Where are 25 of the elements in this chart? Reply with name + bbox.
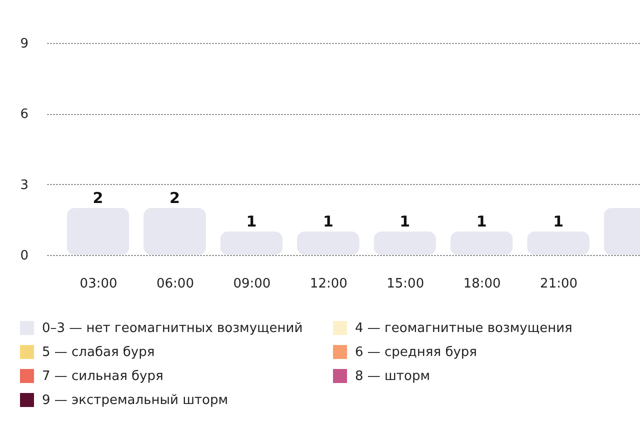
y-tick-label: 0: [20, 248, 28, 264]
x-tick-label: 15:00: [386, 276, 424, 292]
legend-label: 8 — шторм: [355, 369, 430, 384]
legend-label: 9 — экстремальный шторм: [42, 393, 228, 408]
x-tick-label: 03:00: [80, 276, 118, 292]
legend-label: 7 — сильная буря: [42, 369, 164, 384]
legend-label: 6 — средняя буря: [355, 345, 477, 360]
data-label: 1: [246, 212, 257, 230]
legend-label: 5 — слабая буря: [42, 345, 155, 360]
y-tick-label: 9: [20, 36, 28, 52]
data-label: 1: [476, 212, 487, 230]
x-tick-label: 06:00: [156, 276, 194, 292]
x-tick-label: 18:00: [463, 276, 501, 292]
data-label: 1: [400, 212, 410, 230]
data-label: 2: [170, 188, 180, 207]
data-label: 2: [92, 188, 104, 207]
x-tick-label: 09:00: [233, 276, 271, 292]
y-tick-label: 3: [20, 178, 28, 193]
x-tick-label: 21:00: [540, 276, 578, 292]
data-label: 1: [553, 212, 564, 230]
legend-label: 4 — геомагнитные возмущения: [355, 321, 572, 336]
data-label: 1: [322, 212, 334, 230]
x-tick-label: 12:00: [310, 276, 348, 292]
y-tick-label: 6: [20, 107, 28, 122]
legend-label: 0–3 — нет геомагнитных возмущений: [42, 321, 303, 336]
